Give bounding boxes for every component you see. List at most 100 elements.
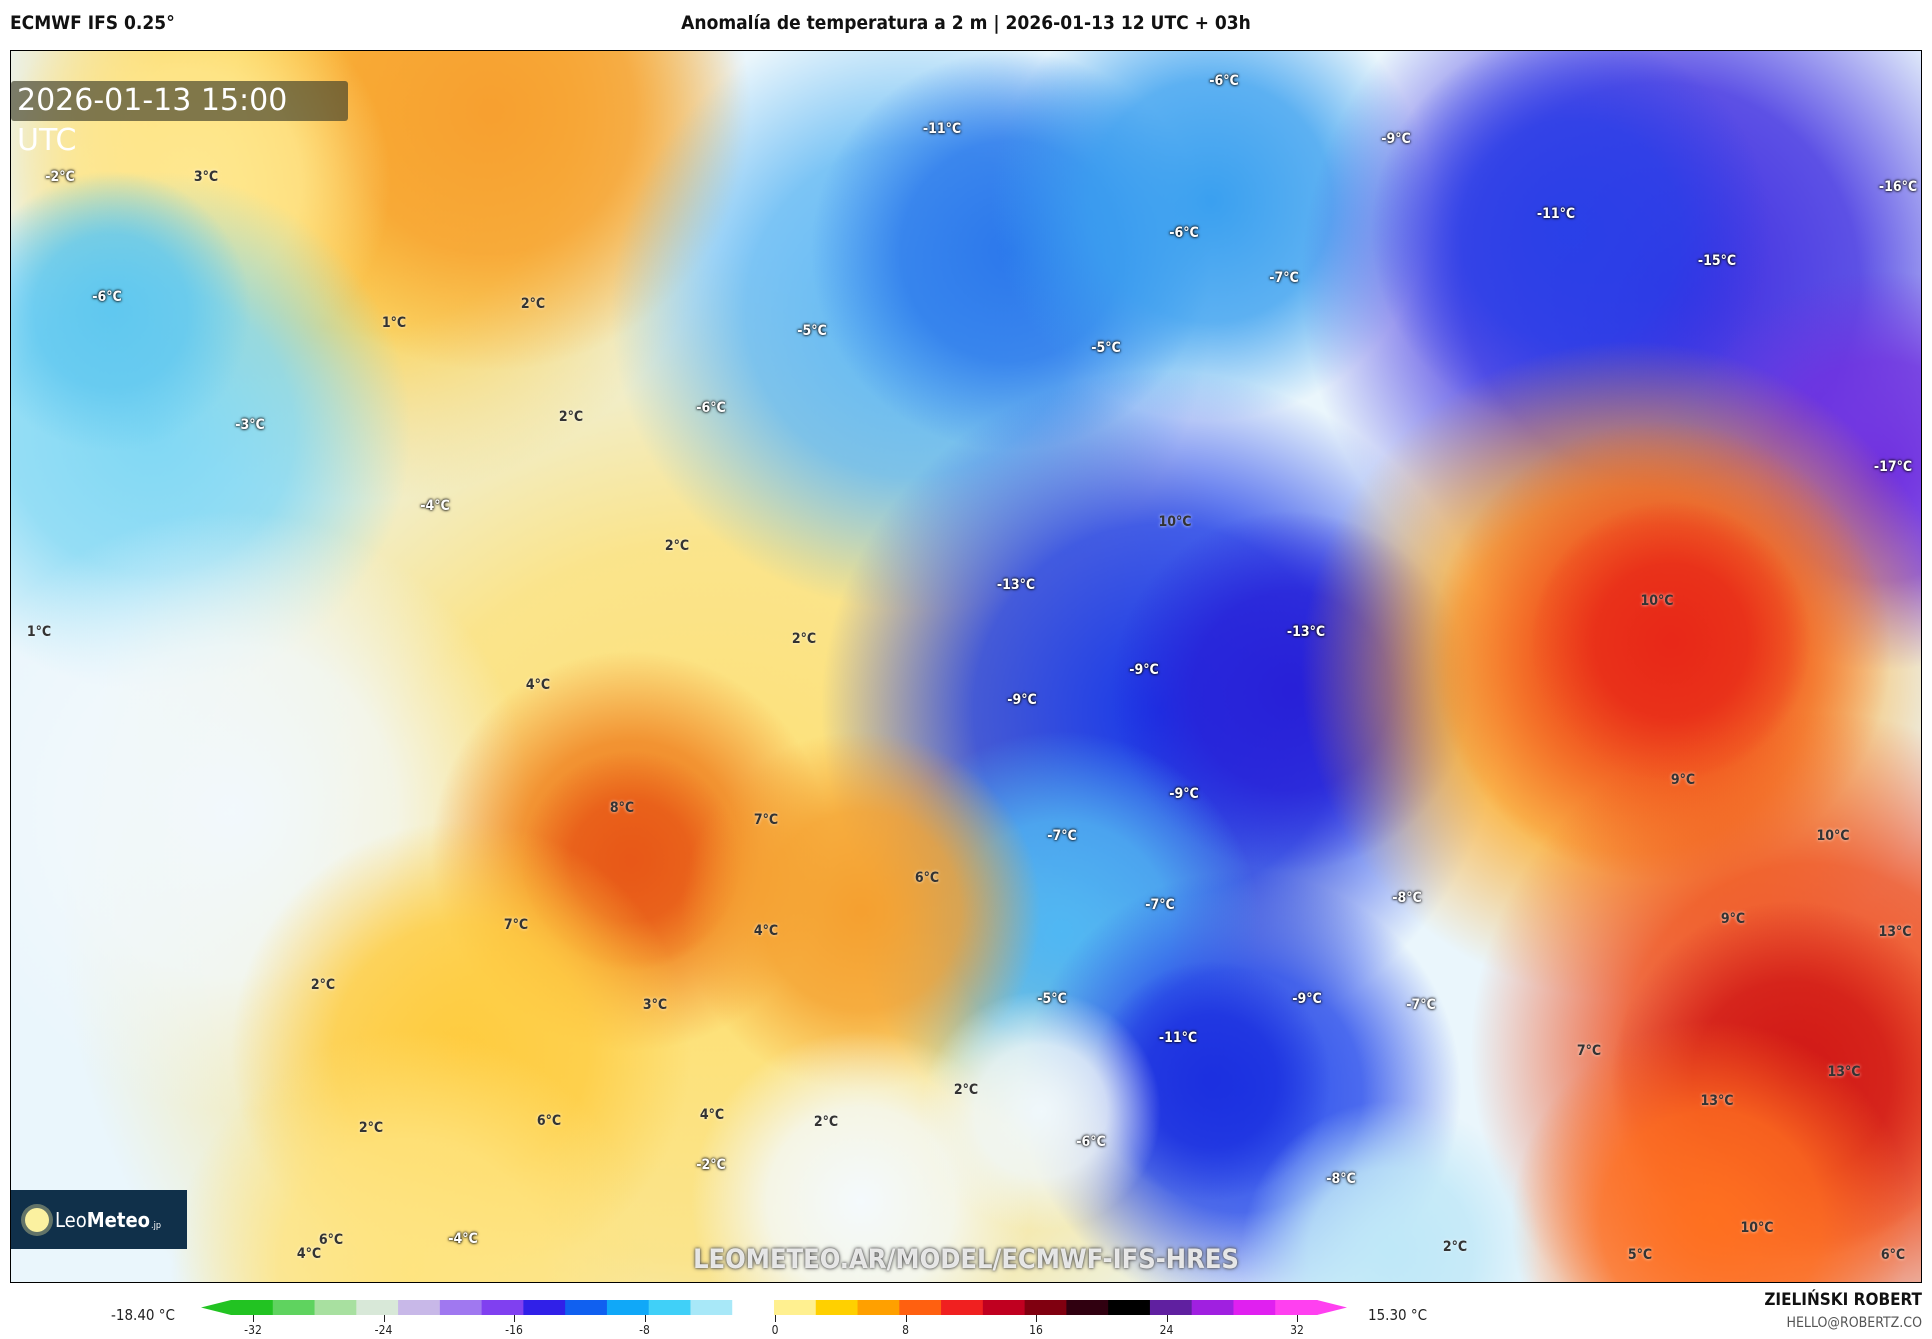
temperature-label: -6°C — [1169, 225, 1199, 241]
temperature-label: -11°C — [1536, 206, 1576, 222]
logo-text-light: Leo — [55, 1207, 87, 1232]
colorbar-tick — [775, 1315, 776, 1322]
temperature-label: -9°C — [1381, 131, 1411, 147]
temperature-label: 6°C — [536, 1113, 562, 1129]
temperature-label: 4°C — [753, 923, 779, 939]
colorbar-tick-label: 32 — [1290, 1323, 1304, 1337]
chart-title: Anomalía de temperatura a 2 m | 2026-01-… — [681, 12, 1251, 34]
colorbar-swatch — [732, 1300, 775, 1315]
colorbar-swatch — [648, 1300, 692, 1315]
temperature-label: 6°C — [318, 1232, 344, 1248]
temperature-label: 5°C — [1627, 1247, 1653, 1263]
colorbar-swatch — [565, 1300, 608, 1315]
temperature-label: 13°C — [1878, 924, 1912, 940]
colorbar-tick — [253, 1315, 254, 1322]
colorbar-tick-label: -16 — [505, 1323, 523, 1337]
temperature-label: 2°C — [520, 296, 546, 312]
temperature-label: -8°C — [1392, 890, 1422, 906]
colorbar-swatch — [690, 1300, 733, 1315]
author-email[interactable]: HELLO@ROBERTZ.CO — [1786, 1315, 1923, 1331]
temperature-label: -9°C — [1129, 662, 1159, 678]
temperature-anomaly-map[interactable]: -2°C 3°C -6°C 1°C 2°C -3°C 2°C -4°C 2°C 1°C 4°C 2°C… — [10, 50, 1922, 1283]
temperature-label: 4°C — [525, 677, 551, 693]
anomaly-field — [11, 51, 1921, 1282]
colorbar-max-label: 15.30 °C — [1368, 1306, 1428, 1324]
temperature-label: 3°C — [193, 169, 219, 185]
colorbar-tick-label: 0 — [771, 1323, 779, 1337]
temperature-label: -7°C — [1047, 828, 1077, 844]
logo-suffix: .jp — [151, 1221, 162, 1231]
temperature-label: 2°C — [953, 1082, 979, 1098]
temperature-label: 8°C — [609, 800, 635, 816]
colorbar — [201, 1300, 1347, 1315]
colorbar-tick — [644, 1315, 646, 1322]
temperature-label: -2°C — [696, 1157, 726, 1173]
temperature-label: 1°C — [26, 624, 52, 640]
temperature-label: -16°C — [1878, 179, 1918, 195]
logo-text-bold: Meteo — [86, 1207, 151, 1232]
colorbar-tick-label: -32 — [244, 1323, 262, 1337]
temperature-label: 10°C — [1816, 828, 1850, 844]
colorbar-swatch — [231, 1300, 274, 1315]
colorbar-swatch — [857, 1300, 900, 1315]
valid-time-badge: 2026-01-13 15:00 UTC — [11, 81, 348, 158]
temperature-label: -11°C — [922, 121, 962, 137]
temperature-label: 2°C — [791, 631, 817, 647]
temperature-label: 2°C — [310, 977, 336, 993]
temperature-label: 6°C — [1880, 1247, 1906, 1263]
colorbar-swatch — [356, 1300, 399, 1315]
temperature-label: 2°C — [813, 1114, 839, 1130]
colorbar-tick — [514, 1315, 515, 1322]
temperature-label: -6°C — [1076, 1134, 1106, 1150]
model-name: ECMWF IFS 0.25° — [10, 12, 175, 34]
temperature-label: -17°C — [1873, 459, 1913, 475]
colorbar-tick — [1036, 1315, 1037, 1322]
temperature-label: -7°C — [1145, 897, 1175, 913]
temperature-label: 3°C — [642, 997, 668, 1013]
temperature-label: -5°C — [797, 323, 827, 339]
temperature-label: -8°C — [1326, 1171, 1356, 1187]
temperature-label: 1°C — [381, 315, 407, 331]
colorbar-swatch — [314, 1300, 357, 1315]
temperature-label: 2°C — [558, 409, 584, 425]
temperature-label: -13°C — [996, 577, 1036, 593]
temperature-label: -6°C — [696, 400, 726, 416]
temperature-label: 4°C — [296, 1246, 322, 1262]
colorbar-extend-arrow — [201, 1300, 231, 1315]
temperature-label: -9°C — [1007, 692, 1037, 708]
temperature-label: 2°C — [1442, 1239, 1468, 1255]
sun-icon — [25, 1207, 49, 1232]
temperature-label: -9°C — [1169, 786, 1199, 802]
temperature-label: -9°C — [1292, 991, 1322, 1007]
temperature-label: -7°C — [1269, 270, 1299, 286]
temperature-label: 9°C — [1720, 911, 1746, 927]
colorbar-swatch — [941, 1300, 984, 1315]
temperature-label: -2°C — [45, 169, 75, 185]
colorbar-swatch — [899, 1300, 942, 1315]
colorbar-tick — [1166, 1315, 1168, 1322]
temperature-label: -4°C — [448, 1231, 478, 1247]
colorbar-swatch — [1066, 1300, 1109, 1315]
colorbar-swatch — [1233, 1300, 1276, 1315]
temperature-label: -3°C — [235, 417, 265, 433]
leometeo-logo[interactable]: Leo Meteo .jp — [11, 1190, 187, 1249]
colorbar-swatch — [1108, 1300, 1151, 1315]
colorbar-swatch — [398, 1300, 441, 1315]
temperature-label: 9°C — [1670, 772, 1696, 788]
colorbar-swatch — [1191, 1300, 1235, 1315]
temperature-label: 13°C — [1700, 1093, 1734, 1109]
colorbar-tick-label: 16 — [1029, 1323, 1043, 1337]
temperature-label: 6°C — [914, 870, 940, 886]
temperature-label: 10°C — [1640, 593, 1674, 609]
colorbar-swatch — [982, 1300, 1026, 1315]
colorbar-swatch — [481, 1300, 524, 1315]
temperature-label: 10°C — [1740, 1220, 1774, 1236]
colorbar-tick — [905, 1315, 907, 1322]
colorbar-swatch — [523, 1300, 566, 1315]
temperature-label: 7°C — [1576, 1043, 1602, 1059]
colorbar-tick-label: -24 — [374, 1323, 393, 1337]
colorbar-swatch — [815, 1300, 859, 1315]
colorbar-tick-label: 8 — [902, 1323, 909, 1337]
temperature-label: -13°C — [1286, 624, 1326, 640]
temperature-label: -11°C — [1158, 1030, 1198, 1046]
